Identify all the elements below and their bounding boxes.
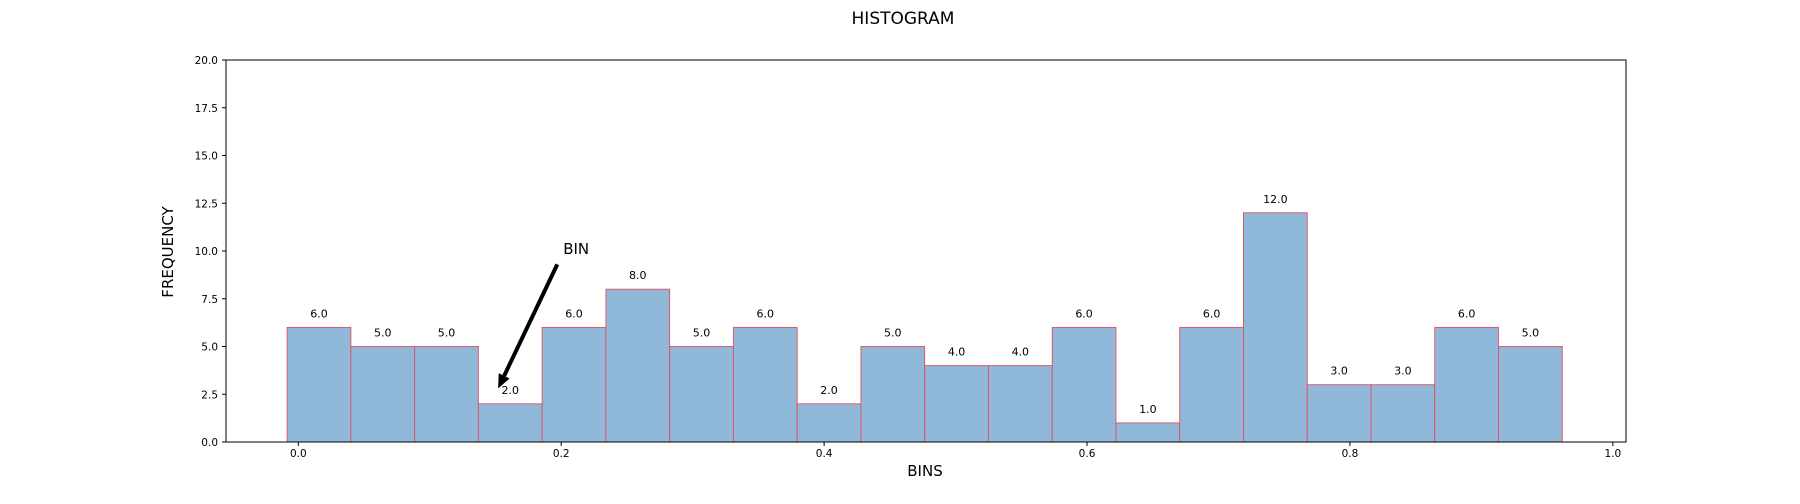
y-tick-label: 2.5 (201, 389, 218, 401)
histogram-bar (987, 365, 1053, 443)
histogram-bar (669, 346, 734, 443)
histogram-bar (924, 365, 989, 443)
x-axis: 0.0 0.2 0.4 0.6 0.8 1.0 (290, 442, 1621, 460)
bar-value-label: 2.0 (502, 384, 520, 397)
histogram-bar (796, 403, 862, 443)
y-axis-label: FREQUENCY (159, 205, 177, 297)
histogram-bar (860, 346, 926, 443)
histogram-bar (1434, 326, 1499, 443)
histogram-bar (605, 288, 671, 443)
bar-value-label: 5.0 (884, 327, 902, 340)
histogram-bar (541, 326, 607, 443)
histogram-bar (732, 326, 798, 443)
histogram-bar (1243, 212, 1308, 443)
plot-frame (225, 59, 1627, 443)
histogram-bar (1498, 346, 1563, 443)
bar-value-label: 3.0 (1394, 365, 1412, 378)
histogram-bar (1370, 384, 1436, 443)
x-tick-label: 0.0 (290, 448, 307, 460)
histogram-bar (1306, 384, 1372, 443)
y-tick-label: 17.5 (195, 103, 218, 115)
annotation-arrow-shaft (502, 263, 560, 377)
x-tick-label: 0.8 (1342, 448, 1359, 460)
bar-value-label: 6.0 (310, 307, 328, 320)
bar-value-label: 5.0 (438, 327, 456, 340)
x-tick-label: 0.2 (553, 448, 570, 460)
x-tick-label: 0.4 (816, 448, 833, 460)
histogram-bar (286, 326, 352, 443)
y-tick-label: 0.0 (201, 437, 218, 449)
y-tick-label: 5.0 (201, 342, 218, 354)
y-tick-label: 7.5 (201, 294, 218, 306)
bar-value-label: 8.0 (629, 269, 647, 282)
bar-value-label: 5.0 (693, 327, 711, 340)
bar-value-label: 4.0 (948, 346, 966, 359)
x-tick-label: 0.6 (1079, 448, 1096, 460)
histogram-bar (1051, 326, 1117, 443)
histogram-bar (350, 346, 416, 443)
histogram-bar (414, 346, 479, 443)
bar-value-label: 12.0 (1263, 193, 1288, 206)
y-tick-label: 10.0 (195, 246, 218, 258)
y-axis: 0.0 2.5 5.0 7.5 10.0 12.5 15.0 17.5 20.0 (195, 55, 226, 449)
y-tick-label: 12.5 (195, 198, 218, 210)
bar-value-label: 6.0 (565, 307, 583, 320)
bar-value-label: 6.0 (1075, 307, 1093, 320)
histogram-bar (477, 403, 543, 443)
bar-value-label: 4.0 (1012, 346, 1030, 359)
y-tick-label: 15.0 (195, 151, 218, 163)
bars-group (286, 212, 1563, 443)
bin-annotation: BIN (498, 240, 589, 389)
bar-value-label: 6.0 (757, 307, 775, 320)
bar-value-label: 1.0 (1139, 403, 1157, 416)
bar-value-label: 5.0 (1522, 327, 1540, 340)
bar-value-label: 6.0 (1458, 307, 1476, 320)
y-tick-label: 20.0 (195, 55, 218, 67)
histogram-bar (1179, 326, 1244, 443)
bar-value-label: 2.0 (820, 384, 838, 397)
annotation-arrow-head (498, 373, 510, 389)
chart-title: HISTOGRAM (852, 9, 955, 29)
x-tick-label: 1.0 (1605, 448, 1622, 460)
x-axis-label: BINS (907, 462, 942, 480)
value-labels-group: 6.0 5.0 5.0 2.0 6.0 8.0 5.0 6.0 2.0 5.0 4.0 4.0 6.0 1… (310, 193, 1539, 416)
annotation-text: BIN (563, 240, 589, 258)
histogram-bar (1115, 422, 1181, 443)
bar-value-label: 6.0 (1203, 307, 1221, 320)
bar-value-label: 3.0 (1330, 365, 1348, 378)
bar-value-label: 5.0 (374, 327, 392, 340)
